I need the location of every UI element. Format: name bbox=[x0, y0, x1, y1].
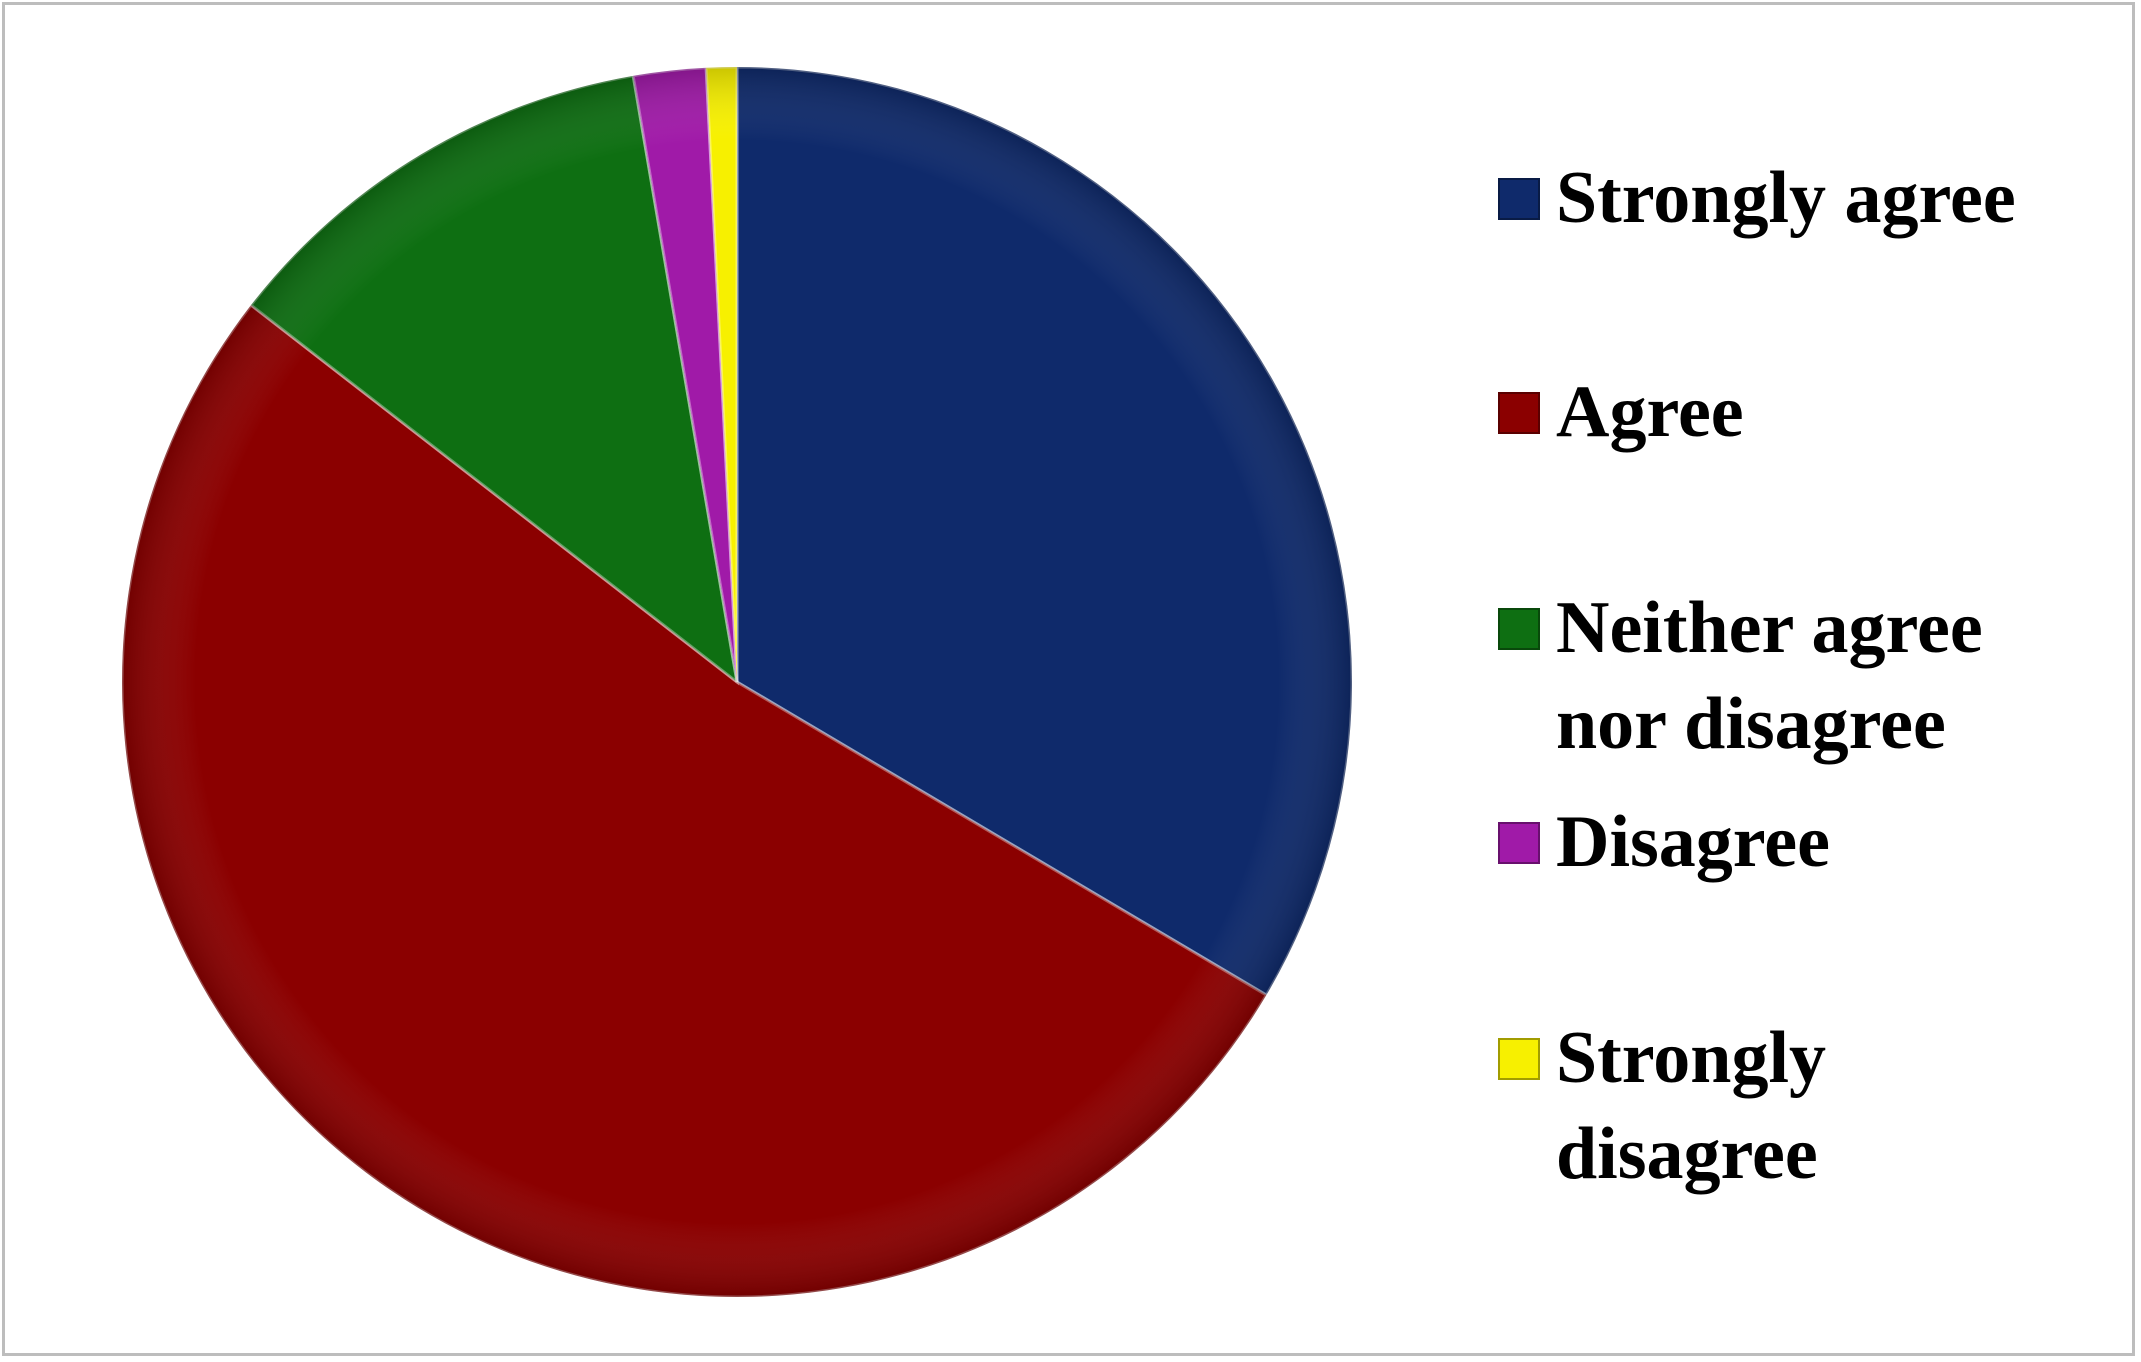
legend-swatch-strongly-agree bbox=[1498, 178, 1540, 220]
legend-label-disagree: Disagree bbox=[1556, 801, 1830, 883]
legend-label-agree: Agree bbox=[1556, 371, 1744, 453]
legend-label-strongly-disagree: Strongly disagree bbox=[1556, 1017, 1827, 1195]
pie-slices bbox=[120, 65, 1354, 1299]
legend-swatch-strongly-disagree bbox=[1498, 1038, 1540, 1080]
legend-label-strongly-agree: Strongly agree bbox=[1556, 157, 2016, 239]
legend-swatch-disagree bbox=[1498, 822, 1540, 864]
legend-item-neither: Neither agree nor disagree bbox=[1498, 580, 2076, 772]
legend-label-neither: Neither agree nor disagree bbox=[1556, 587, 1983, 765]
legend-swatch-neither bbox=[1498, 608, 1540, 650]
legend-item-strongly-agree: Strongly agree bbox=[1498, 150, 2116, 246]
legend-item-disagree: Disagree bbox=[1498, 794, 2116, 890]
legend-item-strongly-disagree: Strongly disagree bbox=[1498, 1010, 1886, 1202]
legend-item-agree: Agree bbox=[1498, 364, 2116, 460]
legend-swatch-agree bbox=[1498, 392, 1540, 434]
